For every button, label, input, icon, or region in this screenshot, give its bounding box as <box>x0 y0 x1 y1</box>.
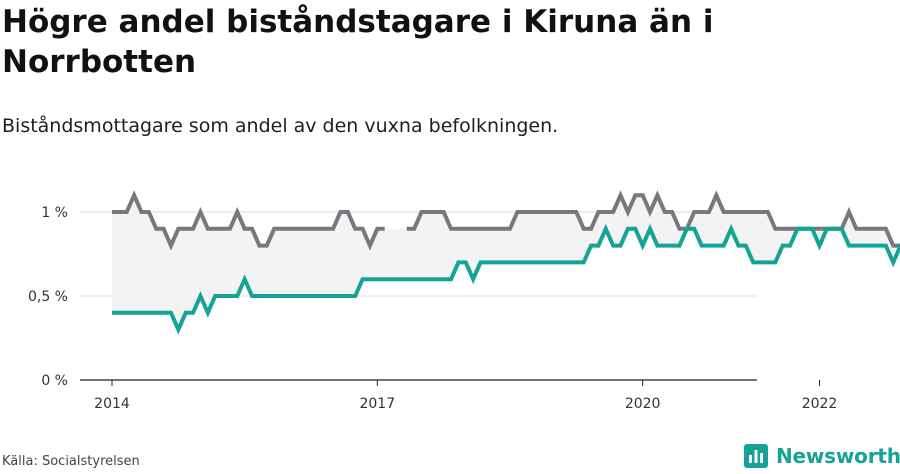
y-tick-label: 0,5 % <box>28 289 68 305</box>
chart-subtitle: Biståndsmottagare som andel av den vuxna… <box>2 115 559 137</box>
x-axis: 2014 2017 2020 2022 <box>80 379 838 412</box>
series-line-kiruna <box>112 223 900 335</box>
series-kiruna <box>112 223 900 335</box>
x-tick-label: 2017 <box>359 396 395 412</box>
bar-chart-logo-icon <box>744 444 768 468</box>
y-tick-label: 1 % <box>41 205 68 221</box>
source-note: Källa: Socialstyrelsen <box>2 454 140 469</box>
brand-name: Newsworthy <box>776 444 900 468</box>
y-axis-labels: 0 % 0,5 % 1 % <box>28 205 68 389</box>
series-norrbotten <box>112 190 900 251</box>
y-tick-label: 0 % <box>41 373 68 389</box>
series-line-norrbotten <box>406 190 900 248</box>
x-tick-label: 2020 <box>625 396 661 412</box>
x-tick-label: 2014 <box>94 396 130 412</box>
chart-title: Högre andel biståndstagare i Kiruna än i… <box>2 4 714 80</box>
newsworthy-logo: Newsworthy <box>744 443 900 469</box>
series-line-norrbotten <box>112 190 385 251</box>
x-tick-label: 2022 <box>802 396 838 412</box>
